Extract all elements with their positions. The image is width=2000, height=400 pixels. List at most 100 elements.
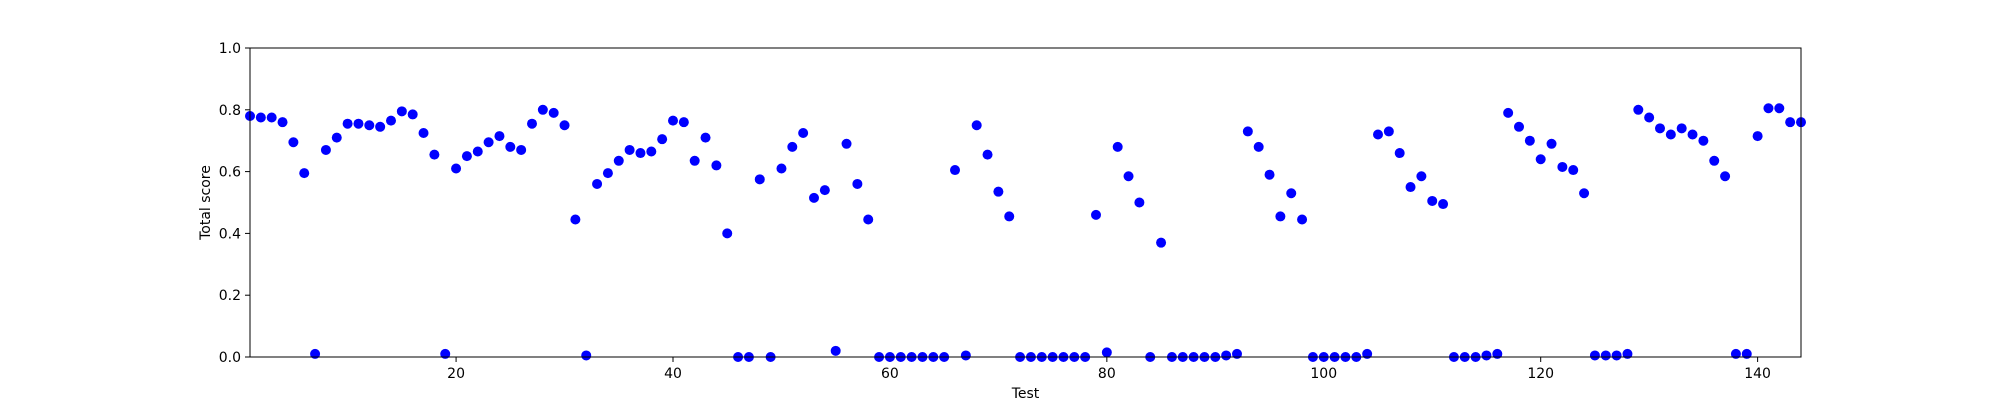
data-point (461, 151, 472, 162)
data-point (841, 138, 852, 149)
plot-frame (249, 47, 1802, 358)
data-point (1438, 199, 1449, 210)
data-point (1373, 129, 1383, 140)
data-point (613, 155, 624, 166)
data-point (711, 160, 722, 171)
data-point (1405, 182, 1416, 193)
data-point (505, 141, 516, 152)
data-point (624, 144, 635, 155)
data-point (320, 144, 331, 155)
data-point (407, 109, 418, 120)
data-point (364, 120, 375, 131)
x-axis-label: Test (1011, 386, 1040, 400)
data-point (689, 155, 700, 166)
data-point (1665, 129, 1676, 140)
data-point (602, 168, 613, 179)
data-point (657, 134, 668, 145)
data-point (1416, 171, 1427, 182)
data-point (635, 148, 646, 159)
x-tick-label: 40 (664, 366, 682, 382)
data-point (646, 146, 657, 157)
data-point (1492, 348, 1503, 359)
data-point (516, 144, 527, 155)
data-point (592, 178, 603, 189)
data-point (353, 118, 364, 129)
data-point (1112, 141, 1123, 152)
data-point (396, 106, 407, 117)
data-point (299, 168, 310, 179)
data-point (722, 228, 733, 239)
data-point (1676, 123, 1687, 134)
data-point (440, 348, 451, 359)
data-point (863, 214, 874, 225)
data-point (418, 127, 429, 138)
y-tick-label: 1.0 (219, 41, 241, 57)
data-point (1785, 117, 1796, 128)
data-point (310, 348, 321, 359)
data-point (852, 178, 863, 189)
data-point (375, 121, 386, 132)
data-point (331, 132, 342, 143)
data-point (1242, 126, 1253, 137)
data-point (993, 186, 1004, 197)
data-point (472, 146, 483, 157)
data-point (1427, 195, 1438, 206)
data-point (1232, 348, 1242, 359)
x-tick-label: 120 (1527, 366, 1554, 382)
data-point (1503, 107, 1514, 118)
data-point (342, 118, 353, 129)
data-point (1546, 138, 1557, 149)
data-point (798, 127, 809, 138)
data-point (1275, 211, 1286, 222)
data-point (255, 112, 266, 123)
data-point (1134, 197, 1145, 208)
data-point (1730, 348, 1741, 359)
y-tick-label: 0.0 (219, 350, 241, 366)
data-point (1362, 348, 1373, 359)
data-point (1524, 135, 1535, 146)
data-point (1297, 214, 1308, 225)
data-point (1687, 129, 1698, 140)
data-point (1156, 237, 1167, 248)
data-point (1481, 350, 1492, 361)
data-point (1622, 348, 1633, 359)
data-point (559, 120, 570, 131)
data-point (1763, 103, 1774, 114)
data-point (1709, 155, 1720, 166)
data-point (1698, 135, 1709, 146)
data-point (266, 112, 277, 123)
data-point (1655, 123, 1665, 134)
y-tick-label: 0.8 (219, 103, 241, 119)
x-tick-label: 140 (1744, 366, 1771, 382)
data-point (1633, 104, 1644, 115)
x-tick-label: 60 (881, 366, 899, 382)
data-point (1774, 103, 1785, 114)
data-point (1535, 154, 1546, 165)
data-point (700, 132, 711, 143)
data-point (668, 115, 678, 126)
data-point (570, 214, 581, 225)
data-point (537, 104, 548, 115)
data-points (245, 103, 1806, 362)
data-point (1264, 169, 1275, 180)
data-point (483, 137, 494, 148)
data-point (1514, 121, 1524, 132)
data-point (754, 174, 765, 185)
data-point (950, 165, 960, 176)
data-point (1394, 148, 1405, 159)
data-point (982, 149, 993, 160)
data-point (1101, 347, 1112, 358)
data-point (1004, 211, 1015, 222)
data-point (1253, 141, 1264, 152)
data-point (386, 115, 396, 126)
data-point (1123, 171, 1134, 182)
data-point (1286, 188, 1297, 199)
data-point (1600, 350, 1611, 361)
data-point (678, 117, 689, 128)
data-point (527, 118, 537, 129)
data-point (581, 350, 592, 361)
data-point (1568, 165, 1579, 176)
x-tick-label: 80 (1098, 366, 1116, 382)
data-point (1752, 131, 1763, 142)
